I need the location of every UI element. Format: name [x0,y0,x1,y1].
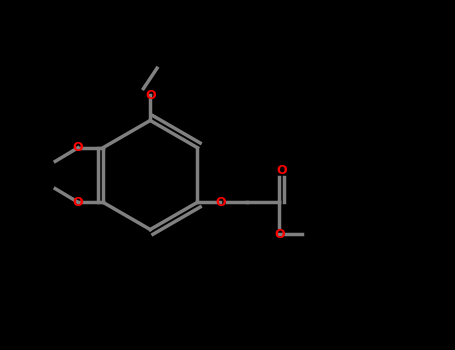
Text: O: O [145,89,156,102]
Text: O: O [73,196,83,209]
Text: O: O [215,196,226,209]
Text: O: O [274,228,284,240]
Text: O: O [73,141,83,154]
Text: O: O [276,164,287,177]
